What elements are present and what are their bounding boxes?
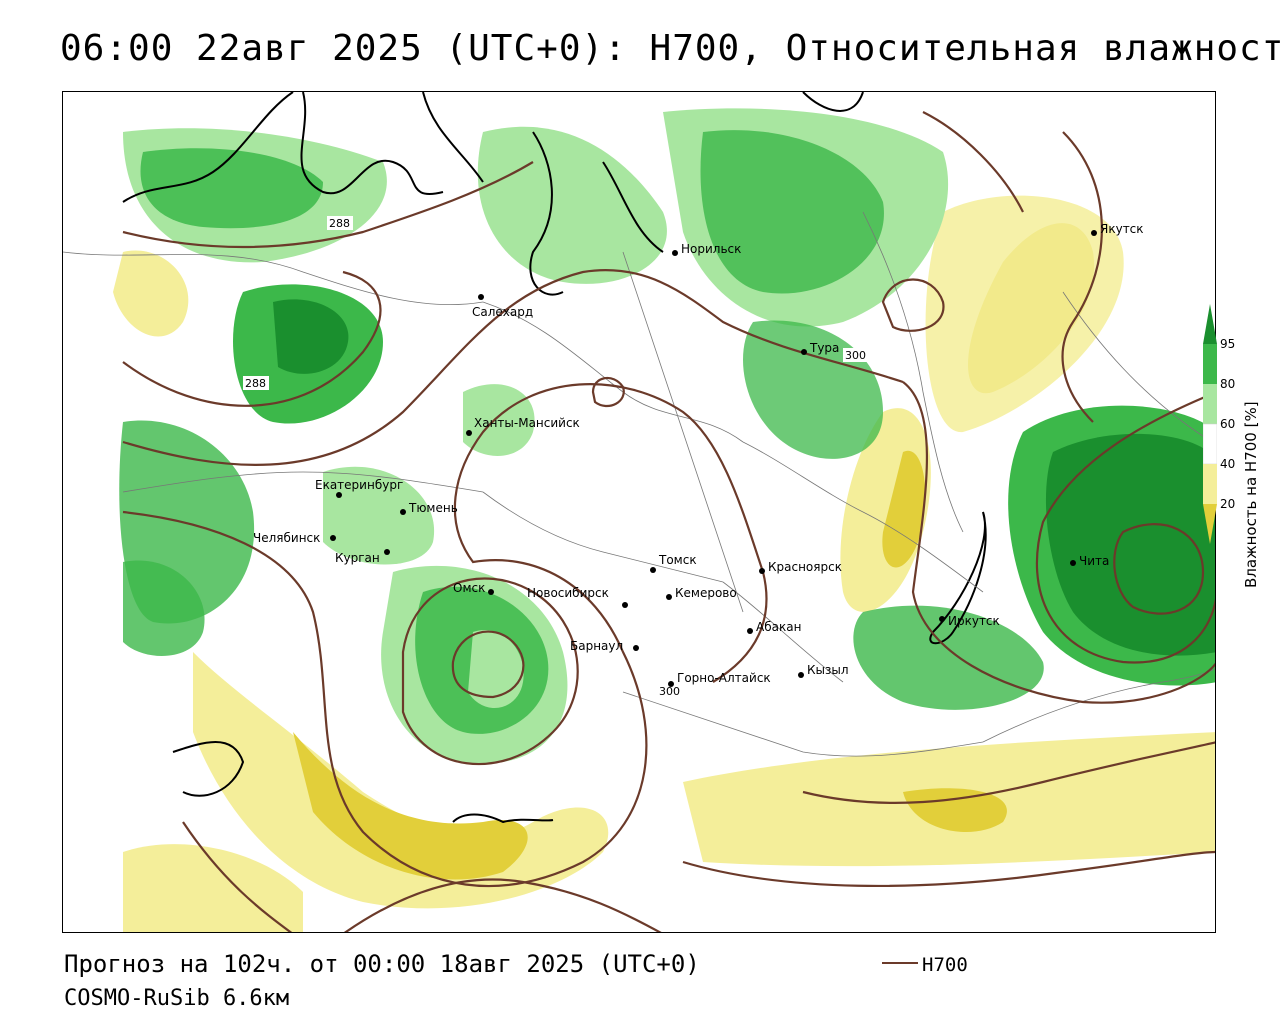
city-label-tura: Тура xyxy=(809,341,839,355)
forecast-info: Прогноз на 102ч. от 00:00 18авг 2025 (UT… xyxy=(64,950,700,978)
city-dot-gorno-altaysk xyxy=(668,681,674,687)
city-label-krasnoyarsk: Красноярск xyxy=(768,560,842,574)
colorbar-tick: 60 xyxy=(1220,417,1236,431)
city-label-norilsk: Норильск xyxy=(681,242,741,256)
city-label-ekaterinburg: Екатеринбург xyxy=(315,478,403,492)
city-dot-yakutsk xyxy=(1091,230,1097,236)
city-label-tomsk: Томск xyxy=(658,553,697,567)
map-panel[interactable]: 288 288 300 300 Норильск Якутск Салехард… xyxy=(62,91,1216,933)
colorbar-bottom-arrow xyxy=(1203,504,1217,544)
city-label-chita: Чита xyxy=(1079,554,1109,568)
city-label-yakutsk: Якутск xyxy=(1100,222,1144,236)
city-dot-chita xyxy=(1070,560,1076,566)
city-label-omsk: Омск xyxy=(453,581,485,595)
city-label-tyumen: Тюмень xyxy=(408,501,458,515)
model-name: COSMO-RuSib 6.6км xyxy=(64,986,290,1011)
city-label-salekhard: Салехард xyxy=(472,305,533,319)
colorbar-tick: 40 xyxy=(1220,457,1236,471)
city-label-gorno-altaysk: Горно-Алтайск xyxy=(677,671,771,685)
page-title: 06:00 22авг 2025 (UTC+0): H700, Относите… xyxy=(60,28,1280,69)
h700-isolines xyxy=(122,111,1215,932)
city-dot-novosibirsk xyxy=(622,602,628,608)
city-label-kemerovo: Кемерово xyxy=(675,586,737,600)
city-dot-kurgan xyxy=(384,549,390,555)
colorbar-top-arrow xyxy=(1203,304,1217,344)
city-label-novosibirsk: Новосибирск xyxy=(527,586,609,600)
city-dot-chelyabinsk xyxy=(330,535,336,541)
city-dot-khanty-mansiysk xyxy=(466,430,472,436)
city-dot-krasnoyarsk xyxy=(759,568,765,574)
isoline-label: 300 xyxy=(659,685,680,698)
city-markers: Норильск Якутск Салехард Тура Ханты-Манс… xyxy=(253,222,1144,687)
colorbar-segment-60 xyxy=(1203,423,1217,465)
city-label-abakan: Абакан xyxy=(756,620,801,634)
colorbar-title: Влажность на H700 [%] xyxy=(1242,401,1260,588)
city-dot-barnaul xyxy=(633,645,639,651)
colorbar-tick: 95 xyxy=(1220,337,1236,351)
h700-legend-swatch xyxy=(882,962,918,964)
city-label-kyzyl: Кызыл xyxy=(807,663,849,677)
city-label-barnaul: Барнаул xyxy=(570,639,623,653)
city-dot-salekhard xyxy=(478,294,484,300)
city-dot-tura xyxy=(801,349,807,355)
city-dot-kyzyl xyxy=(798,672,804,678)
isoline-label: 300 xyxy=(845,349,866,362)
humidity-map[interactable]: 288 288 300 300 Норильск Якутск Салехард… xyxy=(63,92,1216,933)
humidity-colorbar xyxy=(1203,304,1217,544)
city-label-irkutsk: Иркутск xyxy=(948,614,1000,628)
city-label-chelyabinsk: Челябинск xyxy=(253,531,320,545)
colorbar-segment-95 xyxy=(1203,344,1217,384)
city-dot-norilsk xyxy=(672,250,678,256)
colorbar-tick: 20 xyxy=(1220,497,1236,511)
city-label-kurgan: Курган xyxy=(335,551,380,565)
dry-areas xyxy=(113,195,1215,932)
colorbar-tick: 80 xyxy=(1220,377,1236,391)
city-dot-omsk xyxy=(488,589,494,595)
colorbar-segment-40 xyxy=(1203,464,1217,504)
isoline-label: 288 xyxy=(329,217,350,230)
h700-legend-label: H700 xyxy=(922,954,968,976)
city-dot-ekaterinburg xyxy=(336,492,342,498)
city-dot-kemerovo xyxy=(666,594,672,600)
colorbar-segment-80 xyxy=(1203,384,1217,424)
coastlines xyxy=(122,92,987,824)
city-dot-irkutsk xyxy=(939,616,945,622)
city-dot-tyumen xyxy=(400,509,406,515)
city-dot-abakan xyxy=(747,628,753,634)
city-dot-tomsk xyxy=(650,567,656,573)
isoline-labels: 288 288 300 300 xyxy=(243,216,869,698)
isoline-label: 288 xyxy=(245,377,266,390)
city-label-khanty-mansiysk: Ханты-Мансийск xyxy=(474,416,580,430)
